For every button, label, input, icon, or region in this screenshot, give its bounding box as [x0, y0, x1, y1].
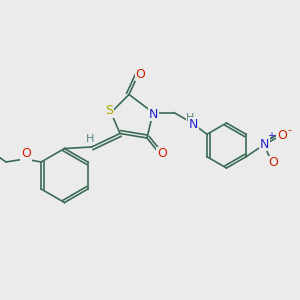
Text: O: O [268, 156, 278, 169]
Text: N: N [260, 138, 269, 151]
Text: O: O [277, 129, 287, 142]
Text: O: O [21, 147, 31, 160]
Text: +: + [267, 131, 274, 141]
Text: H: H [86, 134, 94, 145]
Text: N: N [189, 118, 198, 131]
Text: H: H [186, 113, 195, 123]
Text: -: - [287, 125, 292, 135]
Text: N: N [149, 107, 159, 121]
Text: S: S [106, 104, 113, 118]
Text: O: O [136, 68, 145, 81]
Text: O: O [157, 147, 167, 161]
